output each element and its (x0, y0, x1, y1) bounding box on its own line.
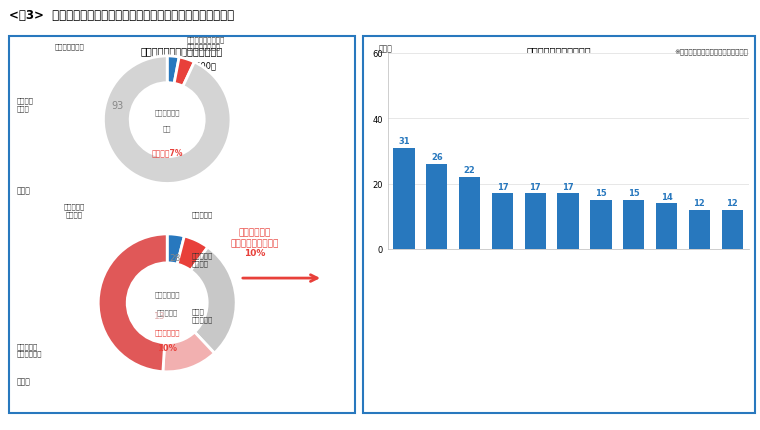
Text: ※今後、二地域居住をしたい人ベース: ※今後、二地域居住をしたい人ベース (675, 49, 749, 55)
Wedge shape (103, 57, 231, 184)
Text: ややしたい: ややしたい (192, 211, 213, 218)
Bar (689, 210, 710, 249)
Text: 経験率：7%: 経験率：7% (151, 148, 183, 157)
Text: 二地域居住
はしたくない: 二地域居住 はしたくない (17, 342, 43, 356)
Text: したこと
はない: したこと はない (17, 97, 33, 111)
Text: 二地域居住の: 二地域居住の (154, 291, 180, 298)
Text: 4: 4 (128, 207, 134, 216)
Bar (591, 200, 612, 249)
Text: 6: 6 (146, 207, 152, 216)
Text: 10%: 10% (157, 344, 177, 352)
Bar (394, 148, 415, 249)
Bar (524, 194, 546, 249)
Text: 17: 17 (562, 182, 574, 191)
Wedge shape (163, 332, 214, 372)
Text: 二地域居住の経験と今後の意向: 二地域居住の経験と今後の意向 (141, 46, 223, 56)
Wedge shape (191, 248, 236, 353)
Bar (492, 194, 513, 249)
Text: <嘦3>  二地域居住の経験・今後の意向と二地域居住をしたい理由: <嘦3> 二地域居住の経験・今後の意向と二地域居住をしたい理由 (9, 9, 234, 22)
Text: （複数回答：n＝259　／　上位10項目抜枚）: （複数回答：n＝259 ／ 上位10項目抜枚） (501, 61, 617, 70)
Text: 12: 12 (727, 199, 738, 208)
Text: 経験: 経験 (163, 126, 172, 132)
Bar (426, 165, 448, 249)
Text: 二地域居住をしたい理由: 二地域居住をしたい理由 (527, 46, 591, 56)
Text: （％）: （％） (378, 45, 392, 54)
Text: 二地域居住の: 二地域居住の (154, 109, 180, 115)
Text: 意向あり計：: 意向あり計： (154, 329, 180, 335)
Text: 31: 31 (398, 137, 410, 146)
Text: （％）: （％） (17, 186, 30, 195)
Text: 今後の意向: 今後の意向 (157, 309, 178, 315)
Text: 15: 15 (595, 189, 606, 198)
Text: 3: 3 (128, 39, 134, 48)
Text: 現在、している: 現在、している (55, 43, 84, 50)
Text: 二地域居住
をしたい: 二地域居住 をしたい (64, 203, 85, 218)
Text: 17: 17 (496, 182, 508, 191)
Text: （単一回答：n＝2,500）: （単一回答：n＝2,500） (147, 61, 217, 70)
Text: どちらとも
いえない: どちらとも いえない (192, 252, 213, 266)
Bar (557, 194, 579, 249)
Bar (623, 200, 644, 249)
Wedge shape (177, 237, 207, 271)
Wedge shape (98, 234, 167, 372)
Text: 14: 14 (660, 192, 673, 201)
Wedge shape (167, 57, 179, 84)
Bar (656, 204, 677, 249)
Text: 13: 13 (154, 311, 166, 320)
Text: 93: 93 (112, 100, 124, 111)
Text: 22: 22 (464, 166, 476, 175)
Text: 12: 12 (693, 199, 705, 208)
Bar (721, 210, 743, 249)
Text: 17: 17 (530, 182, 541, 191)
Wedge shape (167, 234, 185, 264)
Text: 15: 15 (628, 189, 640, 198)
Text: 過去にしていたが、
現在はしていない: 過去にしていたが、 現在はしていない (186, 36, 224, 50)
Wedge shape (174, 58, 195, 87)
Text: 26: 26 (431, 153, 443, 162)
Text: 4: 4 (146, 39, 152, 48)
Text: 49: 49 (83, 273, 97, 284)
Text: 28: 28 (169, 253, 180, 262)
Bar (459, 178, 480, 249)
Text: 二地域居住を
したい＋ややしたい
10%: 二地域居住を したい＋ややしたい 10% (230, 228, 279, 258)
Text: （％）: （％） (17, 377, 30, 386)
Text: あまり
したくない: あまり したくない (192, 308, 213, 322)
